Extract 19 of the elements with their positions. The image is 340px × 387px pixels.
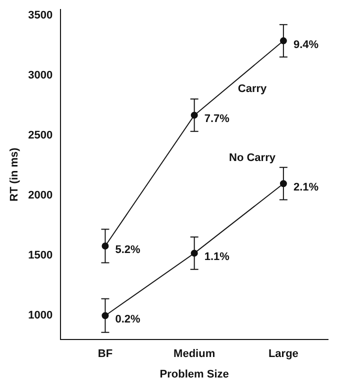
y-axis-title: RT (in ms) (8, 147, 21, 202)
series-label: No Carry (229, 152, 276, 164)
annotation: 7.7% (204, 113, 230, 126)
y-tick-label: 1500 (28, 250, 53, 262)
x-axis-title: Problem Size (160, 368, 229, 380)
y-tick-label: 1000 (28, 310, 53, 322)
annotation: 1.1% (204, 251, 230, 264)
y-tick-label: 3000 (28, 70, 53, 82)
x-tick-label: Large (268, 348, 298, 360)
annotation: 2.1% (293, 182, 319, 194)
y-tick-label: 2500 (28, 130, 53, 142)
y-tick-label: 3500 (28, 10, 53, 22)
annotation: 0.2% (115, 314, 141, 326)
series-label: Carry (238, 82, 268, 95)
x-tick-label: Medium (174, 348, 216, 360)
y-tick-label: 2000 (28, 190, 53, 202)
x-tick-label: BF (98, 348, 113, 360)
annotation: 9.4% (293, 38, 319, 51)
annotation: 5.2% (115, 244, 141, 256)
